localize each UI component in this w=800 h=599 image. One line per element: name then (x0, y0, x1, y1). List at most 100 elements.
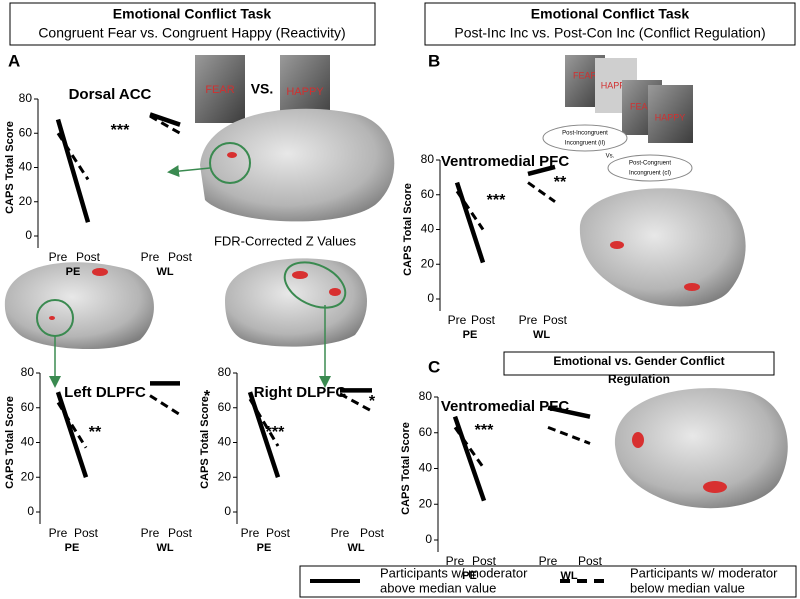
face-image (648, 85, 693, 143)
brain-image (225, 258, 367, 347)
y-tick-label: 0 (425, 532, 432, 546)
activation (610, 241, 624, 249)
y-tick-label: 80 (421, 152, 435, 166)
x-tick-label: Pre (141, 250, 160, 264)
significance: ** (554, 174, 567, 191)
activation (703, 481, 727, 493)
y-tick-label: 0 (27, 504, 34, 518)
series-line (452, 415, 487, 502)
significance: *** (111, 122, 130, 139)
series-line (247, 391, 281, 478)
panel-label: A (8, 51, 20, 70)
y-tick-label: 80 (218, 365, 232, 379)
series-line (149, 114, 181, 135)
series-line (547, 425, 591, 445)
significance: *** (266, 424, 285, 441)
brain-image (614, 388, 788, 509)
group-label: WL (156, 266, 173, 278)
group-label: PE (463, 329, 478, 341)
activation (49, 316, 55, 320)
x-tick-label: Pre (241, 526, 260, 540)
panel-label: B (428, 51, 440, 70)
series-line (527, 164, 556, 177)
face-word: HAPPY (286, 86, 324, 98)
y-axis-label: CAPS Total Score (4, 396, 16, 489)
legend-label: Participants w/ moderator (380, 565, 528, 580)
activation (684, 283, 700, 291)
group-label: PE (66, 266, 81, 278)
series-line (453, 426, 486, 470)
group-label: PE (257, 542, 272, 554)
x-tick-label: Pre (539, 554, 558, 568)
y-axis-label: CAPS Total Score (402, 183, 414, 276)
y-tick-label: 40 (421, 222, 435, 236)
group-label: WL (347, 542, 364, 554)
oval-label: Post-Incongruent (562, 131, 608, 137)
brain-image (200, 108, 395, 222)
legend-box (299, 565, 797, 598)
chart-title: Right DLPFC (254, 384, 347, 401)
oval-label: Incongruent (iI) (565, 141, 605, 147)
chart-title: Ventromedial PFC (441, 153, 570, 170)
group-label: WL (156, 542, 173, 554)
y-tick-label: 40 (21, 435, 35, 449)
x-tick-label: Post (74, 526, 99, 540)
x-tick-label: Pre (49, 250, 68, 264)
series-line (248, 398, 280, 447)
y-tick-label: 0 (224, 504, 231, 518)
activation (632, 432, 644, 448)
chart-title: Ventromedial PFC (441, 398, 570, 415)
face-word: HAPPY (655, 112, 686, 122)
significance: * (204, 388, 211, 405)
significance: *** (487, 192, 506, 209)
activation (227, 152, 237, 158)
group-label: PE (65, 542, 80, 554)
significance: ** (89, 424, 102, 441)
y-tick-label: 80 (419, 389, 433, 403)
arrow (167, 165, 211, 178)
face-word: FEAR (573, 70, 598, 80)
significance: *** (475, 422, 494, 439)
activation (329, 288, 341, 296)
header-title: Emotional vs. Gender Conflict (553, 354, 724, 368)
group-label: WL (560, 570, 577, 582)
y-tick-label: 20 (19, 194, 33, 208)
y-tick-label: 80 (19, 91, 33, 105)
significance: * (369, 393, 376, 410)
activation (292, 271, 308, 279)
face-word: HAPPY (601, 80, 632, 90)
vs-label: Vs. (606, 154, 615, 160)
colorbar-label: FDR-Corrected Z Values (214, 233, 357, 248)
y-tick-label: 20 (21, 469, 35, 483)
legend-label: Participants w/ moderator (630, 565, 778, 580)
x-tick-label: Post (266, 526, 291, 540)
y-tick-label: 60 (421, 187, 435, 201)
header-subtitle: Post-Inc Inc vs. Post-Con Inc (Conflict … (454, 25, 765, 41)
y-tick-label: 60 (21, 400, 35, 414)
header-title: Emotional Conflict Task (113, 6, 272, 22)
header-title: Emotional Conflict Task (531, 6, 690, 22)
y-tick-label: 60 (419, 425, 433, 439)
highlight-circle (209, 142, 251, 184)
series-line (55, 118, 91, 223)
group-label: WL (533, 329, 550, 341)
series-line (455, 190, 485, 231)
face-word: FEAR (205, 84, 234, 96)
condition-oval (542, 124, 628, 152)
panel-label: C (428, 357, 440, 376)
x-tick-label: Pre (448, 313, 467, 327)
series-line (56, 401, 88, 449)
header-subtitle: Regulation (608, 372, 670, 386)
y-tick-label: 0 (427, 291, 434, 305)
y-tick-label: 60 (19, 125, 33, 139)
series-line (149, 394, 181, 416)
series-line (547, 405, 591, 419)
highlight-circle (283, 261, 347, 309)
group-label: PE (462, 570, 477, 582)
header-subtitle: Congruent Fear vs. Congruent Happy (Reac… (38, 25, 345, 41)
y-tick-label: 40 (19, 160, 33, 174)
y-tick-label: 20 (218, 469, 232, 483)
header-box (9, 2, 376, 46)
series-line (149, 112, 181, 127)
